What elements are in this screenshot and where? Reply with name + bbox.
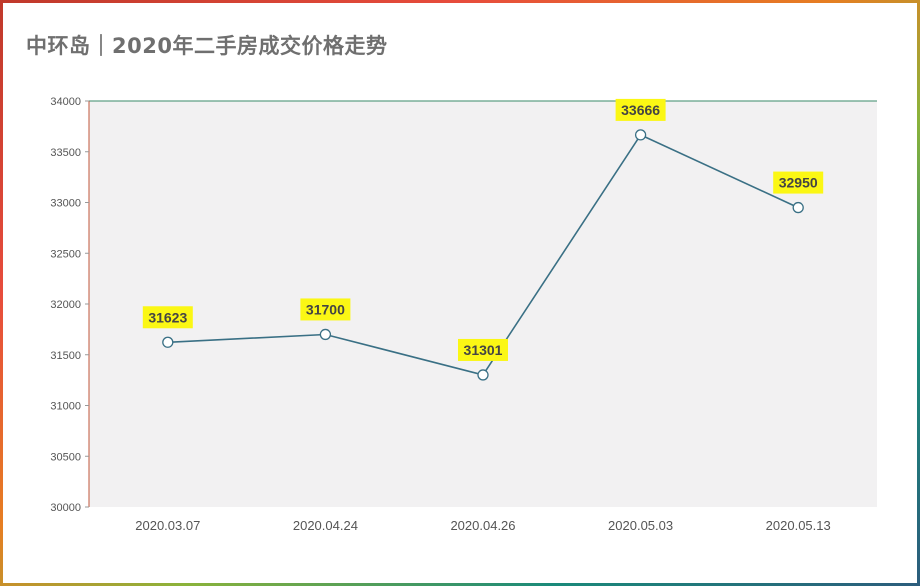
data-point [792,201,804,214]
data-point [634,129,647,141]
x-tick-label: 2020.05.13 [766,518,831,533]
x-tick-label: 2020.04.24 [293,518,358,533]
x-tick-label: 2020.03.07 [135,518,200,533]
data-label: 32950 [779,175,818,191]
x-tick-label: 2020.04.26 [450,518,515,533]
data-point [477,369,489,381]
y-tick-label: 30500 [50,451,81,463]
y-tick-label: 31000 [50,401,81,413]
y-tick-label: 34000 [50,96,81,108]
y-tick-label: 30000 [50,502,81,514]
y-tick-label: 31500 [50,350,81,362]
y-tick-label: 32000 [50,299,81,311]
data-label-bg [773,171,824,194]
data-label: 33666 [621,102,660,118]
y-tick-label: 32500 [50,248,81,260]
plot-area [89,101,877,507]
y-tick-label: 33000 [50,198,81,210]
data-label-bg [615,98,666,121]
y-tick-label: 33500 [50,147,81,159]
data-point [319,328,332,341]
data-label: 31700 [306,301,345,317]
data-label: 31301 [464,342,503,358]
data-label-bg [142,306,193,329]
data-label-bg [458,338,508,361]
data-label: 31623 [148,309,187,325]
data-point [162,336,174,348]
x-tick-label: 2020.05.03 [608,518,673,533]
chart-title: 中环岛｜2020年二手房成交价格走势 [26,34,388,58]
data-label-bg [300,298,351,321]
